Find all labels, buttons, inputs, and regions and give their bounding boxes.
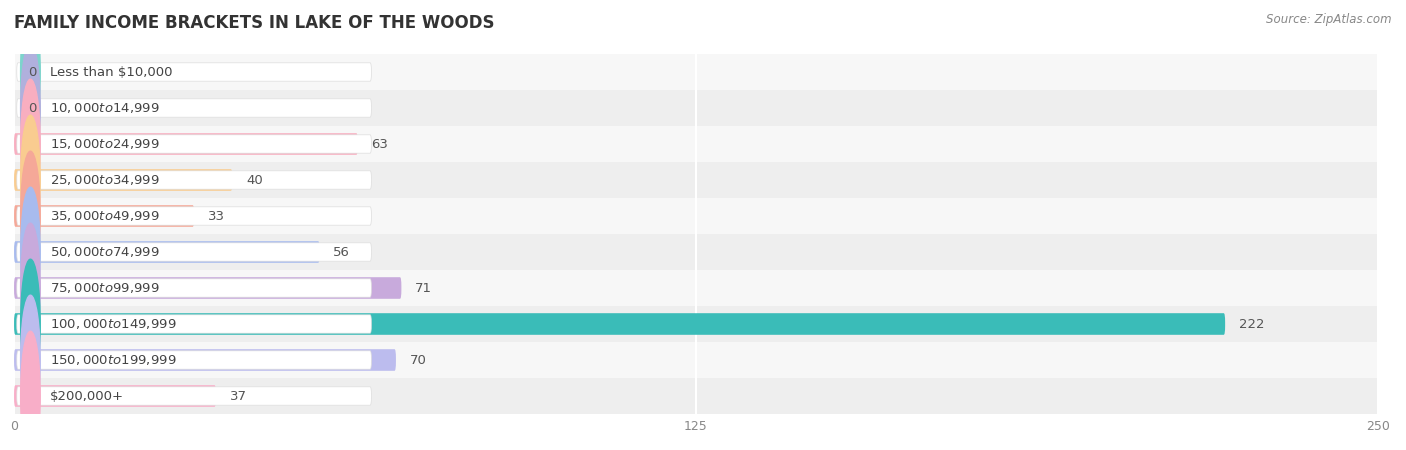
Bar xyxy=(14,126,1378,162)
FancyBboxPatch shape xyxy=(17,387,371,405)
FancyBboxPatch shape xyxy=(14,169,232,191)
FancyBboxPatch shape xyxy=(14,313,1225,335)
Text: 71: 71 xyxy=(415,282,432,294)
FancyBboxPatch shape xyxy=(17,243,371,261)
Bar xyxy=(14,198,1378,234)
FancyBboxPatch shape xyxy=(14,277,401,299)
FancyBboxPatch shape xyxy=(14,349,396,371)
FancyBboxPatch shape xyxy=(17,171,371,189)
FancyBboxPatch shape xyxy=(17,135,371,153)
Circle shape xyxy=(21,7,41,137)
FancyBboxPatch shape xyxy=(14,241,319,263)
Text: $150,000 to $199,999: $150,000 to $199,999 xyxy=(49,353,176,367)
Text: $15,000 to $24,999: $15,000 to $24,999 xyxy=(49,137,159,151)
Circle shape xyxy=(21,43,41,173)
Text: 70: 70 xyxy=(409,354,426,366)
FancyBboxPatch shape xyxy=(17,315,371,333)
Circle shape xyxy=(21,331,41,450)
Circle shape xyxy=(21,151,41,281)
Text: FAMILY INCOME BRACKETS IN LAKE OF THE WOODS: FAMILY INCOME BRACKETS IN LAKE OF THE WO… xyxy=(14,14,495,32)
Bar xyxy=(14,234,1378,270)
Text: 222: 222 xyxy=(1239,318,1264,330)
Bar xyxy=(14,162,1378,198)
Bar xyxy=(14,342,1378,378)
Circle shape xyxy=(21,223,41,353)
Text: $50,000 to $74,999: $50,000 to $74,999 xyxy=(49,245,159,259)
Text: Less than $10,000: Less than $10,000 xyxy=(49,66,172,78)
Text: $35,000 to $49,999: $35,000 to $49,999 xyxy=(49,209,159,223)
FancyBboxPatch shape xyxy=(17,63,371,81)
Text: 37: 37 xyxy=(229,390,246,402)
Text: $100,000 to $149,999: $100,000 to $149,999 xyxy=(49,317,176,331)
Text: 0: 0 xyxy=(28,66,37,78)
FancyBboxPatch shape xyxy=(17,99,371,117)
Circle shape xyxy=(21,187,41,317)
FancyBboxPatch shape xyxy=(17,351,371,369)
Text: $25,000 to $34,999: $25,000 to $34,999 xyxy=(49,173,159,187)
FancyBboxPatch shape xyxy=(17,207,371,225)
Bar xyxy=(14,378,1378,414)
Text: Source: ZipAtlas.com: Source: ZipAtlas.com xyxy=(1267,14,1392,27)
Text: 40: 40 xyxy=(246,174,263,186)
Text: 33: 33 xyxy=(208,210,225,222)
Text: 0: 0 xyxy=(28,102,37,114)
Bar xyxy=(14,270,1378,306)
Circle shape xyxy=(21,295,41,425)
Text: 56: 56 xyxy=(333,246,350,258)
Text: 63: 63 xyxy=(371,138,388,150)
Text: $10,000 to $14,999: $10,000 to $14,999 xyxy=(49,101,159,115)
Circle shape xyxy=(21,259,41,389)
Circle shape xyxy=(21,115,41,245)
Bar xyxy=(14,54,1378,90)
FancyBboxPatch shape xyxy=(17,279,371,297)
FancyBboxPatch shape xyxy=(14,385,217,407)
Bar xyxy=(14,306,1378,342)
Text: $75,000 to $99,999: $75,000 to $99,999 xyxy=(49,281,159,295)
FancyBboxPatch shape xyxy=(14,205,194,227)
Text: $200,000+: $200,000+ xyxy=(49,390,124,402)
Bar xyxy=(14,90,1378,126)
FancyBboxPatch shape xyxy=(14,133,357,155)
Circle shape xyxy=(21,79,41,209)
